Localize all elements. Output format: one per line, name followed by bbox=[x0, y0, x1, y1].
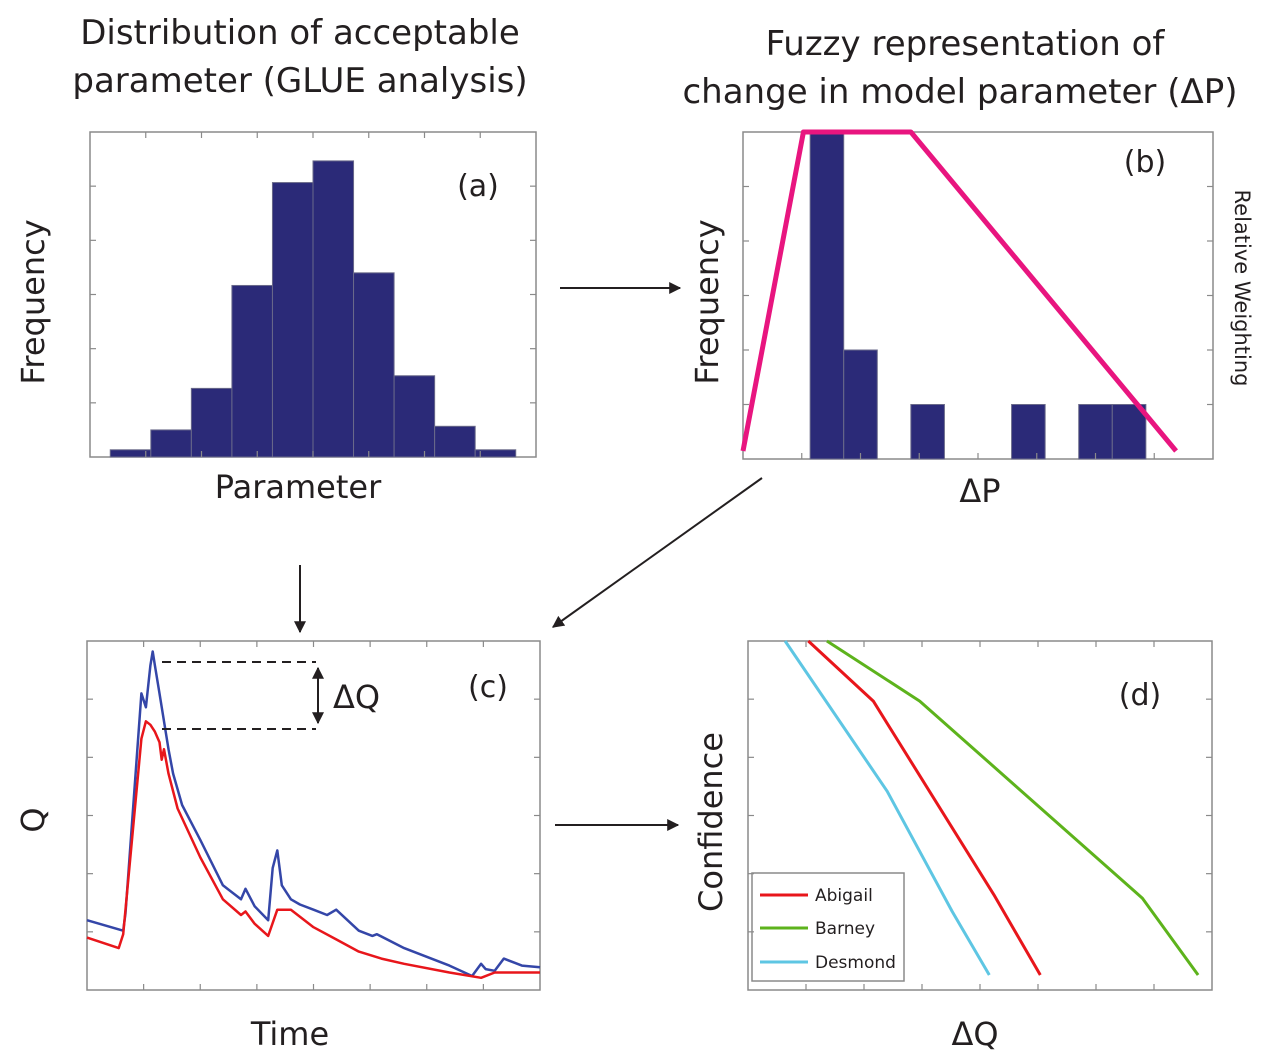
legend-label-desmond: Desmond bbox=[815, 953, 896, 973]
line-d-barney bbox=[826, 639, 1200, 976]
panel-b-label: (b) bbox=[1124, 145, 1166, 180]
title-a-line2: parameter (GLUE analysis) bbox=[72, 61, 527, 101]
panel-a: (a) Parameter Frequency bbox=[14, 131, 537, 506]
bar-a-4 bbox=[231, 284, 273, 458]
panel-b-ylabel: Frequency bbox=[688, 219, 726, 384]
bar-a-10 bbox=[474, 449, 517, 458]
panel-c-lines bbox=[86, 650, 541, 980]
bar-b-2 bbox=[843, 349, 878, 460]
panel-a-xlabel: Parameter bbox=[215, 468, 382, 506]
bar-b-10 bbox=[1111, 404, 1147, 460]
title-a-line1: Distribution of acceptable bbox=[80, 13, 520, 53]
panel-d: (d) ΔQ Confidence Abigail Barney Desmond bbox=[692, 639, 1213, 1050]
bar-a-5 bbox=[271, 182, 314, 458]
panel-c-xlabel: Time bbox=[250, 1015, 329, 1050]
panel-d-legend: Abigail Barney Desmond bbox=[751, 872, 905, 982]
panel-b-y2label: Relative Weighting bbox=[1230, 190, 1254, 387]
panel-c-ylabel: Q bbox=[14, 807, 52, 832]
bar-a-9 bbox=[434, 425, 476, 458]
arrow-b-to-c bbox=[552, 477, 763, 628]
bar-a-7 bbox=[353, 272, 395, 458]
title-b-line1: Fuzzy representation of bbox=[766, 24, 1166, 64]
panel-b-bars bbox=[809, 131, 1147, 460]
line-c-lower bbox=[86, 720, 540, 980]
bar-b-9 bbox=[1078, 404, 1113, 460]
panel-b-fuzzy-membership-line bbox=[740, 129, 1178, 453]
bar-b-7 bbox=[1011, 404, 1046, 460]
line-d-abigail bbox=[807, 639, 1042, 976]
legend-label-abigail: Abigail bbox=[815, 886, 873, 906]
panel-b: (b) ΔP Frequency Relative Weighting bbox=[688, 129, 1254, 510]
legend-label-barney: Barney bbox=[815, 919, 875, 939]
panel-d-xlabel: ΔQ bbox=[951, 1015, 998, 1050]
panel-a-bars bbox=[109, 160, 517, 458]
panel-a-label: (a) bbox=[457, 169, 499, 204]
panel-a-ylabel: Frequency bbox=[14, 219, 52, 384]
bar-b-1 bbox=[809, 131, 845, 460]
bar-a-1 bbox=[109, 449, 152, 458]
panel-d-label: (d) bbox=[1119, 678, 1161, 713]
bar-a-6 bbox=[312, 160, 355, 458]
panel-b-xlabel: ΔP bbox=[959, 472, 1000, 510]
panel-d-lines bbox=[783, 639, 1200, 976]
bar-b-4 bbox=[910, 404, 945, 460]
bar-a-2 bbox=[150, 429, 192, 458]
title-b-line2: change in model parameter (ΔP) bbox=[682, 72, 1237, 112]
panel-c: ΔQ (c) Time Q bbox=[14, 640, 541, 1050]
line-d-desmond bbox=[783, 640, 991, 976]
bar-a-3 bbox=[190, 387, 233, 458]
bar-a-8 bbox=[393, 375, 436, 458]
panel-c-annotation: ΔQ bbox=[333, 678, 380, 716]
panel-c-label: (c) bbox=[468, 670, 508, 705]
line-c-upper bbox=[86, 650, 541, 978]
panel-d-ylabel: Confidence bbox=[692, 732, 730, 912]
